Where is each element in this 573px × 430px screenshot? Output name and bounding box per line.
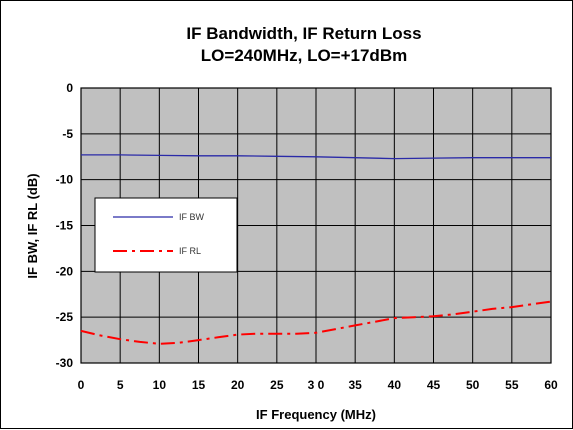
legend-label: IF BW [179, 212, 205, 222]
x-axis-label: IF Frequency (MHz) [256, 407, 376, 422]
y-tick-label: -10 [56, 173, 74, 187]
x-tick-label: 15 [192, 378, 206, 392]
x-tick-label: 0 [78, 378, 85, 392]
series-line-if-bw [81, 154, 551, 160]
x-tick-label: 35 [348, 378, 362, 392]
x-tick-label: 25 [270, 378, 284, 392]
y-tick-label: 0 [66, 81, 73, 95]
x-tick-label: 60 [544, 378, 558, 392]
legend: IF BW IF RL [94, 197, 238, 273]
x-tick-label: 40 [388, 378, 402, 392]
y-axis-label: IF BW, IF RL (dB) [25, 173, 40, 278]
chart-title-line-1: IF Bandwidth, IF Return Loss [186, 24, 421, 43]
chart-title-line-2: LO=240MHz, LO=+17dBm [201, 46, 407, 65]
legend-label: IF RL [179, 246, 201, 256]
chart-title: IF Bandwidth, IF Return Loss LO=240MHz, … [186, 24, 421, 65]
y-axis-ticks: 0 -5 -10 -15 -20 -25 -30 [56, 81, 74, 370]
x-tick-label: 55 [505, 378, 519, 392]
x-tick-label: 50 [466, 378, 480, 392]
x-axis-ticks: 0 5 10 15 20 25 3 0 35 40 45 50 55 60 [78, 378, 558, 392]
plot-border [80, 87, 552, 364]
y-tick-label: -25 [56, 310, 74, 324]
series-line-if-rl [80, 300, 552, 345]
y-tick-label: -30 [56, 356, 74, 370]
x-tick-label: 45 [427, 378, 441, 392]
x-tick-label: 3 0 [308, 378, 325, 392]
x-tick-label: 10 [153, 378, 167, 392]
y-tick-label: -20 [56, 264, 74, 278]
legend-box [94, 197, 238, 273]
x-tick-label: 20 [231, 378, 245, 392]
y-tick-label: -15 [56, 219, 74, 233]
x-tick-label: 5 [117, 378, 124, 392]
series-layer [80, 154, 552, 345]
y-tick-label: -5 [62, 127, 73, 141]
